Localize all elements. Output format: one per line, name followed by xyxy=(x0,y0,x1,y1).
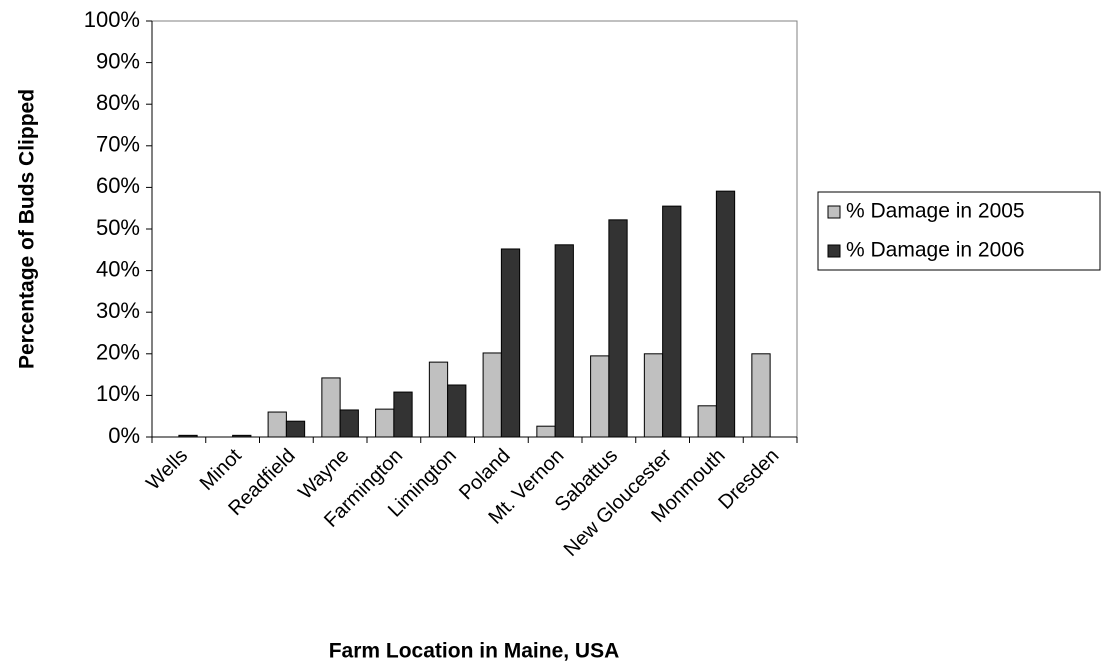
y-tick-label: 0% xyxy=(108,423,140,448)
legend-label: % Damage in 2005 xyxy=(846,200,1025,223)
bar xyxy=(590,355,610,438)
bar xyxy=(393,391,413,438)
legend-label: % Damage in 2006 xyxy=(846,239,1025,262)
y-tick-label: 10% xyxy=(96,381,140,406)
bar xyxy=(715,190,736,438)
legend-box xyxy=(817,191,1101,271)
bar xyxy=(267,411,287,438)
y-tick-label: 60% xyxy=(96,173,140,198)
bar xyxy=(428,361,449,438)
bar xyxy=(662,205,682,438)
bar xyxy=(554,244,574,438)
y-tick-label: 30% xyxy=(96,298,140,323)
legend-swatch xyxy=(827,244,841,258)
bar xyxy=(500,248,521,438)
bar xyxy=(608,219,628,438)
y-axis-title: Percentage of Buds Clipped xyxy=(16,89,39,369)
y-tick-label: 50% xyxy=(96,215,140,240)
y-tick-label: 100% xyxy=(84,7,140,32)
y-tick-label: 80% xyxy=(96,90,140,115)
plot-frame xyxy=(151,20,798,438)
x-axis-title: Farm Location in Maine, USA xyxy=(329,640,620,663)
bar xyxy=(643,353,664,438)
y-tick-label: 20% xyxy=(96,340,140,365)
bar xyxy=(321,377,341,438)
bar xyxy=(375,408,395,438)
x-tick-label: Dresden xyxy=(714,445,783,514)
bar xyxy=(339,409,359,438)
y-tick-label: 70% xyxy=(96,132,140,157)
bar xyxy=(751,353,771,438)
legend-swatch xyxy=(827,205,841,219)
x-tick-label: Minot xyxy=(196,444,246,494)
y-tick-label: 90% xyxy=(96,48,140,73)
bar xyxy=(697,405,717,438)
bar xyxy=(482,352,502,438)
bar xyxy=(536,425,556,438)
y-tick-label: 40% xyxy=(96,256,140,281)
x-tick-label: Wells xyxy=(142,445,192,495)
bar xyxy=(285,420,306,438)
bar xyxy=(447,384,467,438)
